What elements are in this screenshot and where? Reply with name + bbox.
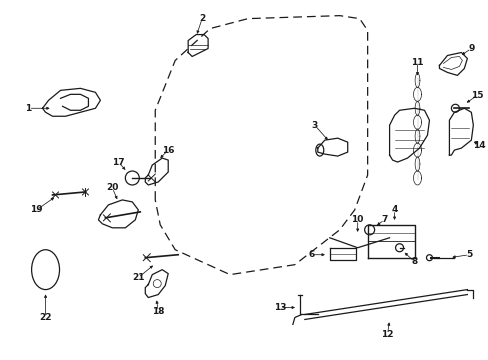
Text: 1: 1 (25, 104, 32, 113)
Text: 11: 11 (410, 58, 423, 67)
Text: 2: 2 (199, 14, 205, 23)
Text: 7: 7 (381, 215, 387, 224)
Text: 18: 18 (152, 307, 164, 316)
Text: 6: 6 (308, 250, 314, 259)
Text: 13: 13 (273, 303, 285, 312)
Text: 8: 8 (410, 257, 417, 266)
Text: 12: 12 (381, 330, 393, 339)
Text: 21: 21 (132, 273, 144, 282)
Text: 15: 15 (470, 91, 483, 100)
Text: 9: 9 (467, 44, 473, 53)
Text: 4: 4 (390, 206, 397, 215)
Text: 22: 22 (39, 313, 52, 322)
Text: 20: 20 (106, 184, 118, 193)
Text: 19: 19 (30, 206, 43, 215)
Text: 10: 10 (351, 215, 363, 224)
Text: 17: 17 (112, 158, 124, 167)
Text: 5: 5 (465, 250, 471, 259)
Text: 3: 3 (311, 121, 317, 130)
Text: 14: 14 (472, 141, 485, 150)
Text: 16: 16 (162, 145, 174, 154)
